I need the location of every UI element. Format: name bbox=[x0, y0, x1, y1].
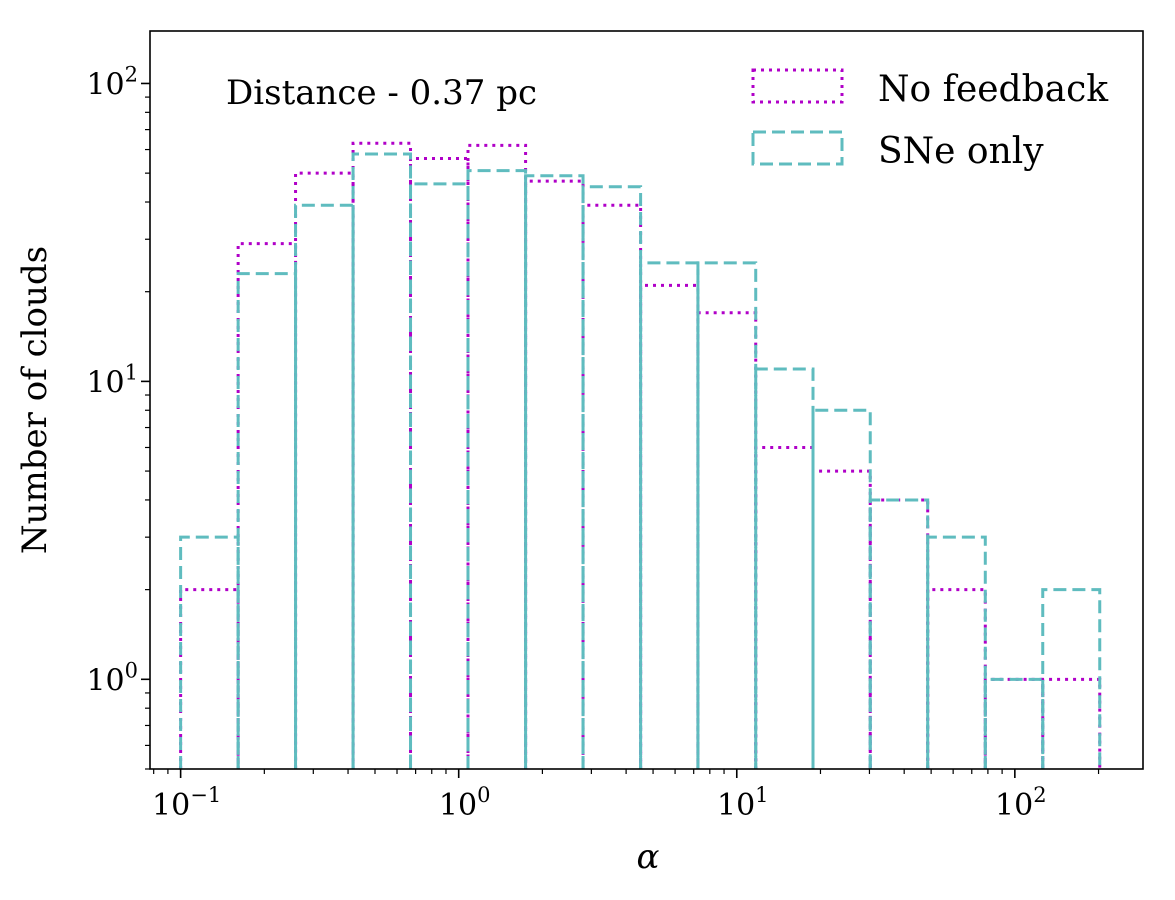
legend-swatch-sne-only bbox=[751, 130, 844, 166]
bar-sne-only-7 bbox=[581, 185, 643, 769]
legend-swatch-no-feedback bbox=[751, 68, 844, 104]
bar-sne-only-13 bbox=[926, 535, 987, 769]
bar-no-feedback-11 bbox=[811, 469, 872, 769]
legend-label-sne-only: SNe only bbox=[878, 131, 1044, 172]
distance-annotation: Distance - 0.37 pc bbox=[226, 73, 537, 113]
legend-label-no-feedback: No feedback bbox=[878, 69, 1109, 110]
bar-sne-only-2 bbox=[294, 203, 355, 769]
axes: 10−1 100 101 102 100 101 102 bbox=[86, 62, 1100, 823]
x-tick-label: 102 bbox=[995, 783, 1047, 823]
histogram-bars bbox=[179, 141, 1102, 769]
y-tick-label: 102 bbox=[86, 62, 138, 102]
bar-no-feedback-6 bbox=[524, 179, 585, 769]
y-tick-label: 101 bbox=[86, 360, 138, 400]
bar-sne-only-15 bbox=[1041, 588, 1102, 769]
y-tick-label: 100 bbox=[86, 658, 138, 698]
y-axis-label: Number of clouds bbox=[15, 246, 55, 554]
x-tick-label: 101 bbox=[717, 783, 769, 823]
series-1 bbox=[179, 152, 1102, 769]
x-axis-label: α bbox=[637, 837, 660, 877]
bar-sne-only-5 bbox=[466, 169, 528, 769]
legend: No feedback SNe only bbox=[751, 68, 1109, 172]
bar-sne-only-8 bbox=[639, 261, 700, 769]
bar-no-feedback-0 bbox=[179, 588, 240, 769]
x-tick-label: 100 bbox=[439, 783, 491, 823]
bar-sne-only-6 bbox=[524, 174, 585, 769]
plot-frame bbox=[149, 30, 1144, 770]
x-tick-label: 10−1 bbox=[152, 783, 221, 823]
bar-no-feedback-1 bbox=[236, 242, 298, 769]
